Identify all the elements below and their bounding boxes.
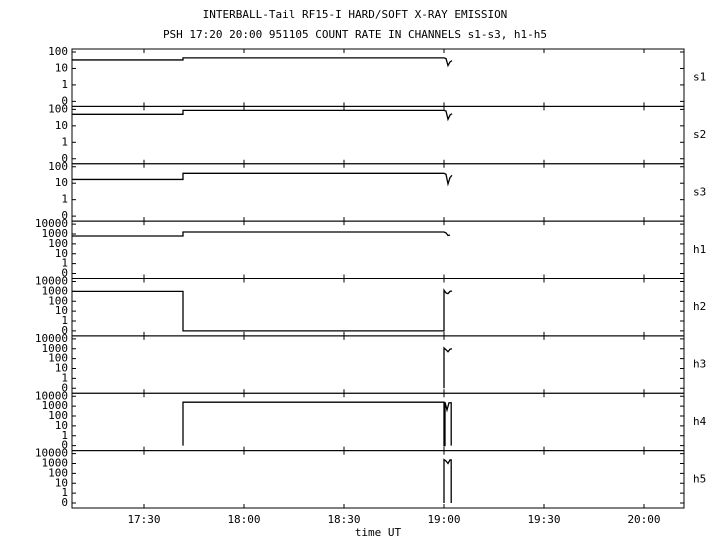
series-label: h5: [693, 472, 706, 485]
y-tick-label: 0: [61, 496, 68, 509]
x-tick-label: 19:30: [527, 513, 560, 526]
y-tick-label: 1: [61, 78, 68, 91]
data-line: [72, 288, 453, 332]
y-tick-label: 1: [61, 371, 68, 384]
y-tick-label: 1: [61, 314, 68, 327]
data-line: [72, 109, 453, 122]
data-line: [182, 401, 452, 447]
y-tick-label: 10: [55, 247, 68, 260]
x-tick-label: 18:00: [227, 513, 260, 526]
panel-frame: [71, 163, 685, 222]
y-tick-label: 0: [61, 439, 68, 452]
y-tick-label: 100: [48, 409, 68, 422]
y-tick-label: 10: [55, 119, 68, 132]
series-label: h3: [693, 358, 706, 371]
y-tick-label: 100: [48, 294, 68, 307]
y-tick-label: 10000: [35, 275, 68, 288]
y-tick-label: 0: [61, 381, 68, 394]
x-tick-label: 20:00: [627, 513, 660, 526]
y-tick-label: 1000: [42, 399, 69, 412]
y-tick-label: 1000: [42, 227, 69, 240]
panel-frame: [71, 220, 685, 279]
data-line: [72, 172, 453, 187]
data-line: [443, 458, 452, 503]
y-tick-label: 1: [61, 429, 68, 442]
series-label: s1: [693, 71, 706, 84]
y-tick-label: 10: [55, 176, 68, 189]
y-tick-label: 10: [55, 304, 68, 317]
y-tick-label: 100: [48, 237, 68, 250]
y-tick-label: 10000: [35, 332, 68, 345]
panel-frame: [71, 450, 685, 509]
data-line: [72, 57, 453, 68]
series-label: h2: [693, 300, 706, 313]
x-tick-label: 19:00: [427, 513, 460, 526]
y-tick-label: 0: [61, 94, 68, 107]
panel-frame: [71, 105, 685, 165]
y-tick-label: 100: [48, 45, 68, 58]
y-tick-label: 1: [61, 135, 68, 148]
x-tick-label: 17:30: [127, 513, 160, 526]
chart-subtitle: PSH 17:20 20:00 951105 COUNT RATE IN CHA…: [163, 28, 547, 41]
y-tick-label: 100: [48, 352, 68, 365]
y-tick-label: 0: [61, 267, 68, 280]
y-tick-label: 100: [48, 102, 68, 115]
data-line: [72, 231, 451, 237]
y-tick-label: 0: [61, 209, 68, 222]
y-tick-label: 1: [61, 486, 68, 499]
y-tick-label: 1: [61, 193, 68, 206]
y-tick-label: 10000: [35, 447, 68, 460]
data-line: [443, 346, 453, 389]
series-label: s3: [693, 185, 706, 198]
y-tick-label: 10000: [35, 389, 68, 402]
y-tick-label: 10: [55, 362, 68, 375]
y-tick-label: 1: [61, 257, 68, 270]
y-tick-label: 10: [55, 476, 68, 489]
y-tick-label: 10: [55, 61, 68, 74]
y-tick-label: 100: [48, 160, 68, 173]
series-label: h4: [693, 415, 707, 428]
x-tick-label: 18:30: [327, 513, 360, 526]
series-label: h1: [693, 243, 706, 256]
y-tick-label: 1000: [42, 457, 69, 470]
y-tick-label: 0: [61, 152, 68, 165]
y-tick-label: 1000: [42, 342, 69, 355]
x-axis-label: time UT: [355, 526, 402, 539]
panel-frame: [71, 278, 685, 337]
panel-frame: [71, 335, 685, 394]
series-label: s2: [693, 128, 706, 141]
chart-title: INTERBALL-Tail RF15-I HARD/SOFT X-RAY EM…: [203, 8, 508, 21]
y-tick-label: 100: [48, 466, 68, 479]
y-tick-label: 0: [61, 324, 68, 337]
y-tick-label: 10: [55, 419, 68, 432]
y-tick-label: 10000: [35, 217, 68, 230]
y-tick-label: 1000: [42, 284, 69, 297]
